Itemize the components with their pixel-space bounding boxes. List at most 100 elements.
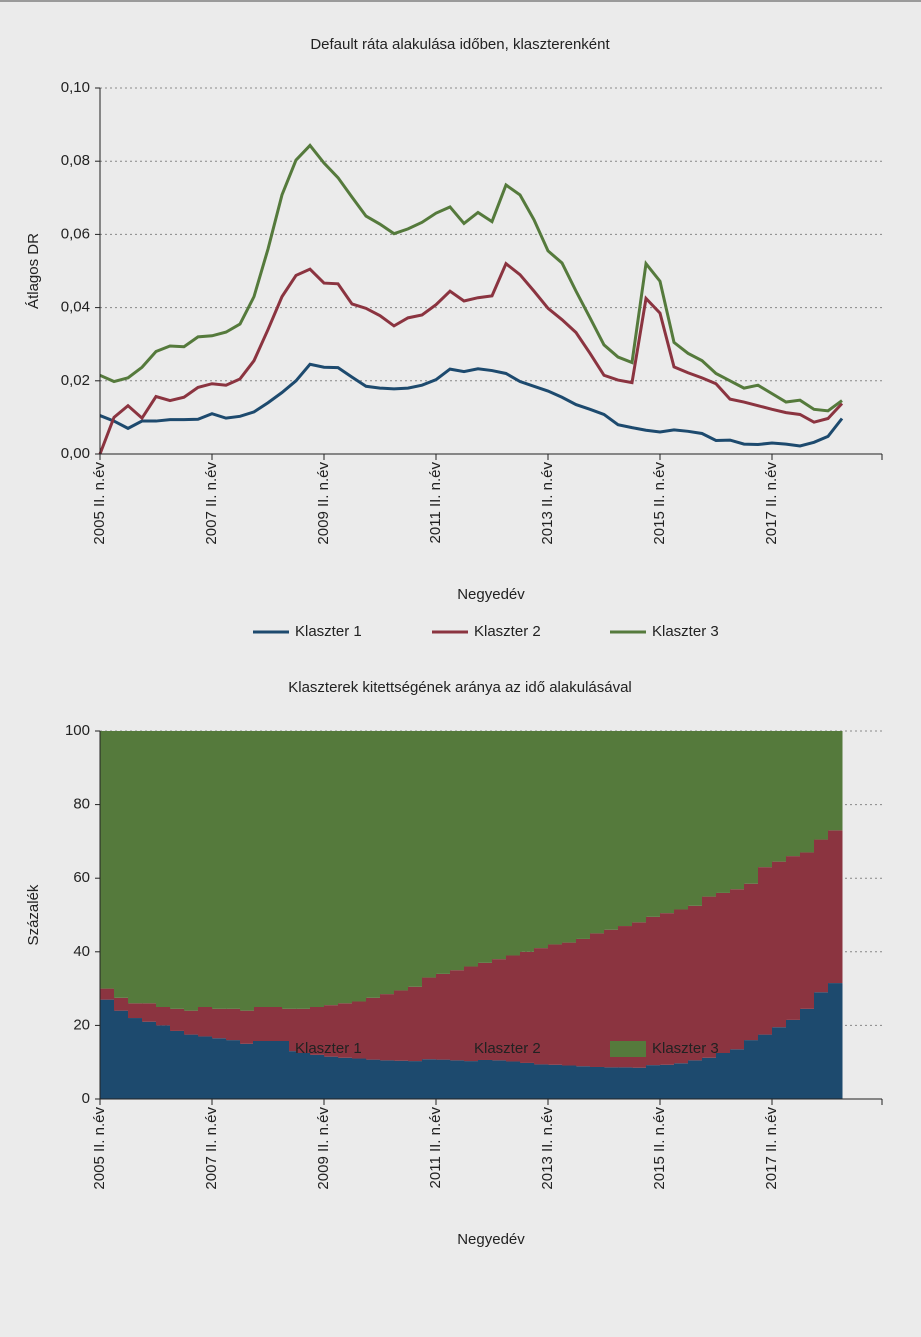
x-tick-label: 2005 II. n.év bbox=[91, 462, 108, 545]
x-tick-label: 2017 II. n.év bbox=[763, 462, 780, 545]
x-tick-label: 2015 II. n.év bbox=[651, 1107, 668, 1190]
area-segment bbox=[198, 1007, 213, 1037]
area-segment bbox=[604, 1067, 619, 1099]
legend-label: Klaszter 1 bbox=[295, 1040, 362, 1057]
area-segment bbox=[324, 1056, 339, 1099]
legend-swatch bbox=[253, 1041, 289, 1057]
x-axis-label: Negyedév bbox=[457, 586, 525, 603]
y-tick-label: 0,10 bbox=[61, 79, 90, 96]
area-segment bbox=[758, 867, 773, 1035]
area-segment bbox=[548, 731, 563, 945]
area-segment bbox=[506, 955, 521, 1062]
area-segment bbox=[422, 977, 437, 1060]
data-line bbox=[98, 261, 844, 455]
area-segment bbox=[324, 731, 339, 1006]
area-segment bbox=[310, 1054, 325, 1099]
area-segment bbox=[128, 731, 143, 1004]
area-segment bbox=[716, 731, 731, 893]
area-segment bbox=[730, 731, 745, 890]
area-segment bbox=[660, 1064, 675, 1099]
area-segment bbox=[772, 1027, 787, 1099]
area-segment bbox=[576, 731, 591, 939]
area-segment bbox=[338, 1003, 353, 1058]
area-segment bbox=[758, 731, 773, 868]
area-segment bbox=[352, 1001, 367, 1059]
x-tick-label: 2015 II. n.év bbox=[651, 462, 668, 545]
area-segment bbox=[660, 731, 675, 914]
area-segment bbox=[142, 731, 157, 1004]
area-segment bbox=[128, 1018, 143, 1099]
y-tick-label: 40 bbox=[73, 943, 90, 960]
area-segment bbox=[744, 1040, 759, 1099]
area-segment bbox=[744, 883, 759, 1041]
area-segment bbox=[492, 1060, 507, 1099]
area-segment bbox=[702, 896, 717, 1058]
area-segment bbox=[380, 731, 395, 995]
area-segment bbox=[254, 1007, 269, 1046]
area-segment bbox=[296, 1008, 311, 1053]
area-segment bbox=[254, 1045, 269, 1099]
area-segment bbox=[688, 731, 703, 906]
y-axis-label: Átlagos DR bbox=[25, 233, 42, 309]
chart-title: Default ráta alakulása időben, klasztere… bbox=[310, 36, 610, 53]
area-segment bbox=[674, 1063, 689, 1099]
area-segment bbox=[576, 1066, 591, 1099]
area-segment bbox=[590, 1066, 605, 1099]
area-segment bbox=[730, 889, 745, 1050]
area-segment bbox=[436, 731, 451, 974]
area-segment bbox=[800, 852, 815, 1009]
area-segment bbox=[562, 942, 577, 1066]
area-segment bbox=[632, 1067, 647, 1099]
area-segment bbox=[296, 731, 311, 1009]
area-segment bbox=[534, 948, 549, 1065]
area-segment bbox=[548, 1064, 563, 1099]
area-segment bbox=[520, 951, 535, 1063]
area-segment bbox=[380, 1060, 395, 1099]
area-segment bbox=[366, 997, 381, 1060]
area-segment bbox=[828, 830, 843, 984]
area-segment bbox=[142, 1003, 157, 1022]
area-segment bbox=[744, 731, 759, 884]
area-segment bbox=[590, 933, 605, 1067]
area-segment bbox=[380, 994, 395, 1061]
area-segment bbox=[436, 973, 451, 1060]
area-segment bbox=[814, 992, 829, 1099]
area-segment bbox=[632, 922, 647, 1068]
area-segment bbox=[506, 731, 521, 956]
x-axis-label: Negyedév bbox=[457, 1231, 525, 1248]
area-segment bbox=[492, 731, 507, 960]
area-segment bbox=[478, 962, 493, 1060]
area-segment bbox=[226, 731, 241, 1009]
area-segment bbox=[394, 1060, 409, 1099]
area-segment bbox=[422, 1059, 437, 1099]
area-segment bbox=[478, 1059, 493, 1099]
y-tick-label: 100 bbox=[65, 722, 90, 739]
area-segment bbox=[674, 909, 689, 1064]
area-segment bbox=[562, 1065, 577, 1099]
y-tick-label: 80 bbox=[73, 796, 90, 813]
x-tick-label: 2011 II. n.év bbox=[427, 1107, 444, 1189]
area-segment bbox=[310, 1007, 325, 1055]
area-segment bbox=[702, 1057, 717, 1099]
area-segment bbox=[716, 892, 731, 1053]
area-segment bbox=[100, 999, 115, 1099]
area-segment bbox=[296, 1053, 311, 1099]
area-segment bbox=[604, 731, 619, 930]
area-segment bbox=[268, 1047, 283, 1099]
area-segment bbox=[156, 1007, 171, 1026]
area-segment bbox=[212, 1038, 227, 1099]
area-segment bbox=[114, 1010, 129, 1099]
x-tick-label: 2017 II. n.év bbox=[763, 1107, 780, 1190]
area-segment bbox=[184, 1034, 199, 1099]
x-tick-label: 2013 II. n.év bbox=[539, 462, 556, 545]
area-segment bbox=[240, 731, 255, 1011]
y-tick-label: 0,04 bbox=[61, 299, 90, 316]
chart-title: Klaszterek kitettségének aránya az idő a… bbox=[288, 679, 632, 696]
area-segment bbox=[338, 731, 353, 1004]
area-segment bbox=[800, 731, 815, 853]
area-segment bbox=[632, 731, 647, 923]
area-segment bbox=[646, 916, 661, 1066]
area-segment bbox=[758, 1034, 773, 1099]
area-segment bbox=[268, 731, 283, 1007]
